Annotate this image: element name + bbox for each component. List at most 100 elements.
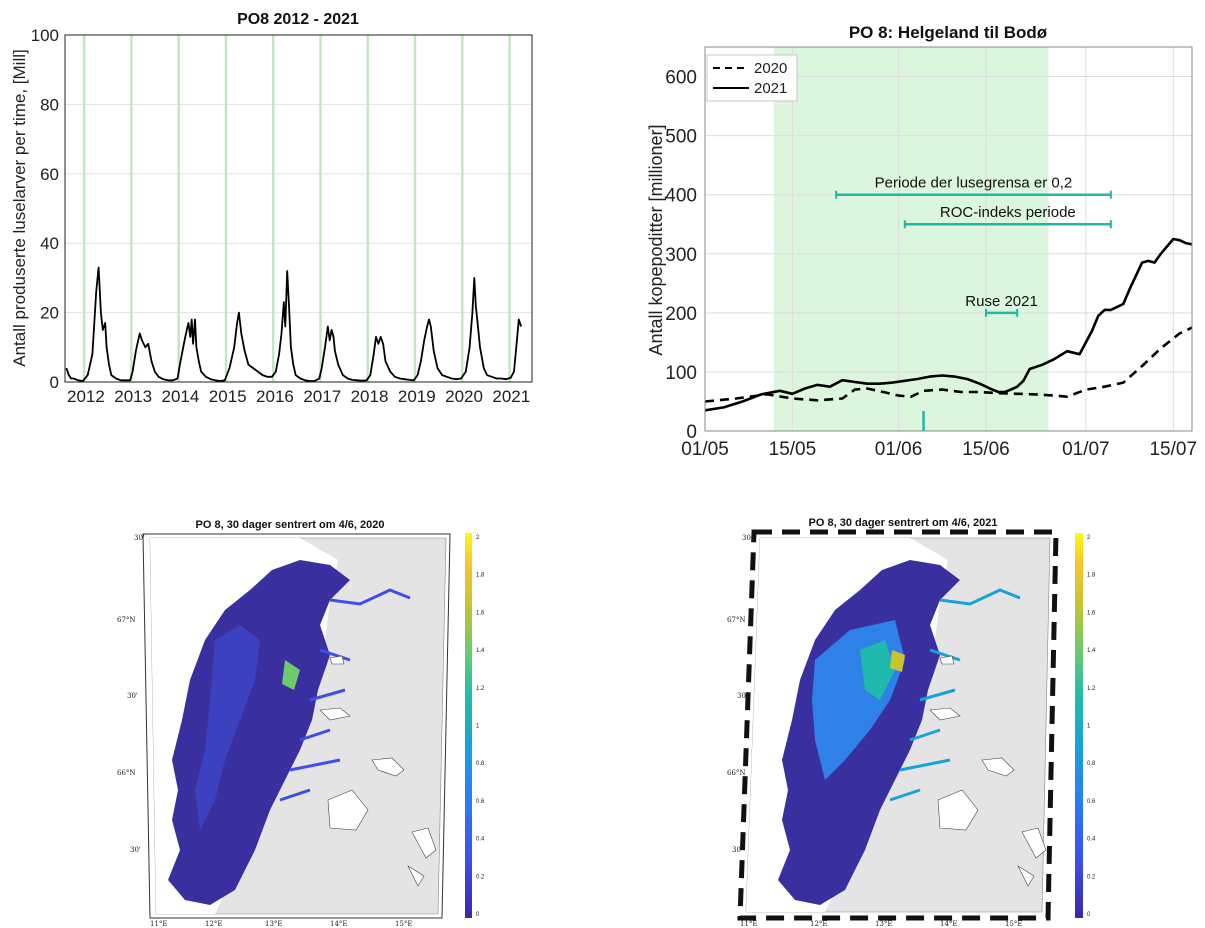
colorbar-tick-label: 1.8: [476, 573, 485, 579]
colorbar-tick-label: 1.6: [476, 610, 485, 616]
chart-a-y-tick-label: 60: [40, 165, 59, 184]
map-2021-coastal-field: [778, 560, 960, 905]
map-2021-lat-tick-30c: 30': [732, 846, 743, 854]
map-2021-colorbar-ticks: 2 1.8 1.6 1.4 1.2 1 0.8 0.6 0.4 0.2 0: [1087, 535, 1096, 918]
chart-b-annotation-label: ROC-indeks periode: [940, 204, 1076, 221]
colorbar-tick-label: 0: [476, 912, 480, 918]
chart-a-x-tick-label: 2018: [351, 387, 389, 406]
colorbar-tick-label: 1: [476, 724, 480, 730]
chart-a-highlight-band: [319, 35, 322, 382]
map-2021-lon-tick-14: 14°E: [940, 920, 958, 928]
colorbar-tick-label: 1.2: [1087, 686, 1096, 692]
chart-a-series: [65, 266, 522, 382]
colorbar-tick-label: 1.8: [1087, 573, 1096, 579]
chart-b-annotation-label: Periode der lusegrensa er 0,2: [875, 175, 1073, 192]
map-2021: PO 8, 30 dager sentrert om 4/6, 2021 2 1.…: [727, 517, 1096, 928]
chart-a-x-tick-label: 2019: [398, 387, 436, 406]
map-2021-lon-tick-12: 12°E: [810, 920, 828, 928]
map-2020-lon-tick-12: 12°E: [205, 920, 223, 928]
map-2020-fjords: [279, 588, 411, 802]
chart-a-x-tick-label: 2013: [114, 387, 152, 406]
chart-a-x-tick-label: 2016: [256, 387, 294, 406]
chart-b-x-tick-label: 15/06: [962, 439, 1010, 460]
map-2021-lon-tick-13: 13°E: [875, 920, 893, 928]
chart-b-x-tick-label: 01/07: [1062, 439, 1110, 460]
chart-b-shaded-rect: [773, 47, 1049, 431]
chart-a-x-tick-label: 2020: [445, 387, 483, 406]
chart-a-highlight-band: [82, 35, 86, 382]
chart-b: PO 8: Helgeland til Bodø Periode der lus…: [646, 23, 1197, 460]
chart-a-x-tick-label: 2014: [162, 387, 200, 406]
map-2020-title: PO 8, 30 dager sentrert om 4/6, 2020: [196, 519, 385, 531]
chart-a-highlight-band: [366, 35, 369, 382]
chart-a-highlight-band: [130, 35, 133, 382]
chart-b-annotation-label: Ruse 2021: [965, 293, 1038, 310]
colorbar-tick-label: 2: [1087, 535, 1091, 541]
colorbar-tick-label: 0.2: [476, 874, 485, 880]
colorbar-tick-label: 1.6: [1087, 610, 1096, 616]
map-2020-colorbar: [465, 533, 472, 918]
map-2021-lat-tick-30b: 30': [737, 692, 748, 700]
map-2020-lat-tick-30c: 30': [130, 846, 141, 854]
chart-a-y-tick-label: 80: [40, 95, 59, 114]
chart-a-x-tick-label: 2017: [303, 387, 341, 406]
chart-b-legend: 2020 2021: [706, 54, 798, 102]
chart-a-y-ticks: 0 20 40 60 80 100: [31, 26, 59, 392]
chart-b-title: PO 8: Helgeland til Bodø: [849, 23, 1048, 42]
map-2020-lon-tick-13: 13°E: [265, 920, 283, 928]
colorbar-tick-label: 0.8: [1087, 761, 1096, 767]
map-2020-colorbar-ticks: 2 1.8 1.6 1.4 1.2 1 0.8 0.6 0.4 0.2 0: [476, 535, 485, 918]
map-2020-lat-tick-30a: 30': [134, 534, 145, 542]
chart-a-highlight-bands: [82, 35, 511, 382]
chart-b-series-2021: [705, 237, 1192, 412]
map-2020-hotspot: [282, 660, 300, 690]
chart-a-title: PO8 2012 - 2021: [237, 11, 359, 28]
map-2021-lat-tick-67: 67°N: [727, 616, 746, 624]
map-2020-lon-tick-11: 11°E: [150, 920, 168, 928]
chart-a-highlight-band: [413, 35, 417, 382]
colorbar-tick-label: 1.2: [476, 686, 485, 692]
colorbar-tick-label: 0.6: [1087, 799, 1096, 805]
chart-b-y-tick-label: 600: [665, 68, 697, 89]
chart-b-x-ticks: 01/05 15/05 01/06 15/06 01/07 15/07: [681, 439, 1197, 460]
map-2020-coastal-field: [168, 560, 350, 905]
colorbar-tick-label: 1: [1087, 724, 1091, 730]
map-2020-field-highlight: [195, 625, 260, 830]
chart-a-highlight-band: [461, 35, 464, 382]
chart-a-x-tick-label: 2015: [209, 387, 247, 406]
legend-box: [706, 54, 798, 102]
map-2020-lat-tick-67: 67°N: [117, 616, 136, 624]
chart-b-series: [705, 237, 1192, 412]
chart-a-y-tick-label: 20: [40, 304, 59, 323]
colorbar-tick-label: 1.4: [1087, 648, 1096, 654]
colorbar-tick-label: 0.6: [476, 799, 485, 805]
chart-b-annotations: Periode der lusegrensa er 0,2 ROC-indeks …: [835, 175, 1112, 431]
chart-a-y-tick-label: 100: [31, 26, 59, 45]
chart-b-x-tick-label: 01/06: [875, 439, 923, 460]
colorbar-tick-label: 0: [1087, 912, 1091, 918]
colorbar-tick-label: 1.4: [476, 648, 485, 654]
map-2021-lon-tick-15: 15°E: [1005, 920, 1023, 928]
colorbar-tick-label: 0.4: [1087, 837, 1096, 843]
chart-b-x-tick-label: 15/07: [1149, 439, 1197, 460]
colorbar-tick-label: 2: [476, 535, 480, 541]
chart-a-highlight-band: [508, 35, 511, 382]
map-2021-lon-tick-11: 11°E: [740, 920, 758, 928]
chart-b-x-tick-label: 01/05: [681, 439, 729, 460]
map-2021-lat-tick-30a: 30': [742, 534, 753, 542]
chart-b-y-tick-label: 100: [665, 363, 697, 384]
legend-label-2021: 2021: [754, 80, 787, 97]
chart-b-y-label: Antall kopepoditter [millioner]: [646, 124, 666, 355]
map-2021-hotspot: [890, 650, 905, 672]
chart-b-frame: [704, 46, 1193, 432]
map-2020: PO 8, 30 dager sentrert om 4/6, 2020 2 1.…: [117, 519, 485, 928]
chart-b-y-tick-label: 500: [665, 127, 697, 148]
map-2020-lon-tick-15: 15°E: [395, 920, 413, 928]
chart-a-series-line: [65, 266, 522, 382]
colorbar-tick-label: 0.2: [1087, 874, 1096, 880]
chart-a-frame: [64, 34, 533, 383]
colorbar-tick-label: 0.4: [476, 837, 485, 843]
chart-b-x-tick-label: 15/05: [769, 439, 817, 460]
map-2021-field-mid: [860, 640, 895, 700]
